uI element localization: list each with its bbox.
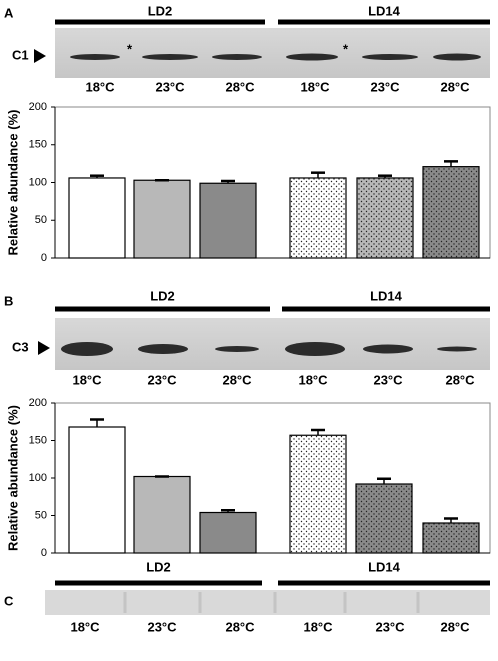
temperature-label: 23°C	[147, 372, 177, 387]
temperature-label: 28°C	[225, 619, 255, 634]
group-bar	[55, 19, 265, 25]
temperature-label: 28°C	[222, 372, 252, 387]
panel-letter: B	[4, 293, 13, 308]
bar	[355, 483, 413, 554]
y-tick-label: 200	[29, 397, 47, 409]
temperature-label: 23°C	[370, 79, 400, 94]
blot-band	[142, 54, 198, 60]
blot-band	[437, 346, 477, 352]
temperature-label: 23°C	[155, 79, 185, 94]
blot-band	[362, 54, 418, 60]
group-bar	[278, 19, 490, 25]
temperature-label: 18°C	[300, 79, 330, 94]
temperature-label: 18°C	[70, 619, 100, 634]
arrowhead	[34, 49, 46, 63]
group-bar	[282, 306, 490, 312]
temperature-label: 23°C	[373, 372, 403, 387]
y-tick-label: 100	[29, 472, 47, 484]
y-tick-label: 200	[29, 101, 47, 113]
bar	[422, 522, 480, 554]
temperature-label: 18°C	[72, 372, 102, 387]
bar	[422, 166, 480, 259]
blot-band	[286, 53, 338, 61]
temperature-label: 28°C	[225, 79, 255, 94]
y-tick-label: 0	[41, 252, 47, 264]
group-label: LD14	[370, 288, 403, 303]
band-mark: *	[343, 41, 349, 56]
bar	[289, 177, 347, 259]
blot-band	[363, 344, 413, 354]
group-label: LD2	[146, 559, 171, 574]
y-tick-label: 100	[29, 176, 47, 188]
group-label: LD14	[368, 3, 401, 18]
blot-label: C3	[12, 339, 29, 354]
group-bar	[278, 580, 490, 586]
temperature-label: 28°C	[440, 619, 470, 634]
temperature-label: 28°C	[440, 79, 470, 94]
band-mark: *	[127, 41, 133, 56]
blot	[55, 28, 490, 78]
blot	[45, 590, 490, 615]
group-label: LD14	[368, 559, 401, 574]
bar	[199, 182, 257, 259]
arrowhead	[38, 341, 50, 355]
blot-band	[70, 54, 120, 60]
y-axis-title: Relative abundance (%)	[5, 110, 20, 256]
group-label: LD2	[148, 3, 173, 18]
temperature-label: 18°C	[298, 372, 328, 387]
blot-band	[138, 344, 188, 354]
bar	[133, 475, 191, 554]
y-tick-label: 150	[29, 434, 47, 446]
blot-band	[212, 54, 262, 60]
bar	[199, 511, 257, 554]
blot-band	[61, 342, 113, 356]
y-axis-title: Relative abundance (%)	[5, 405, 20, 551]
y-tick-label: 150	[29, 139, 47, 151]
blot	[55, 318, 490, 370]
y-tick-label: 0	[41, 547, 47, 559]
temperature-label: 23°C	[375, 619, 405, 634]
blot-label: C1	[12, 47, 29, 62]
y-tick-label: 50	[35, 214, 47, 226]
temperature-label: 28°C	[445, 372, 475, 387]
temperature-label: 18°C	[303, 619, 333, 634]
temperature-label: 18°C	[85, 79, 115, 94]
bar	[289, 434, 347, 554]
temperature-label: 23°C	[147, 619, 177, 634]
group-bar	[55, 306, 270, 312]
group-label: LD2	[150, 288, 175, 303]
panel-letter: C	[4, 593, 14, 608]
blot-band	[215, 346, 259, 352]
y-tick-label: 50	[35, 509, 47, 521]
bar	[68, 177, 126, 259]
panel-letter: A	[4, 5, 14, 20]
bar	[356, 177, 414, 259]
blot-band	[285, 342, 345, 356]
group-bar	[55, 580, 262, 586]
bar	[68, 426, 126, 554]
blot-band	[433, 53, 481, 61]
bar	[133, 179, 191, 259]
